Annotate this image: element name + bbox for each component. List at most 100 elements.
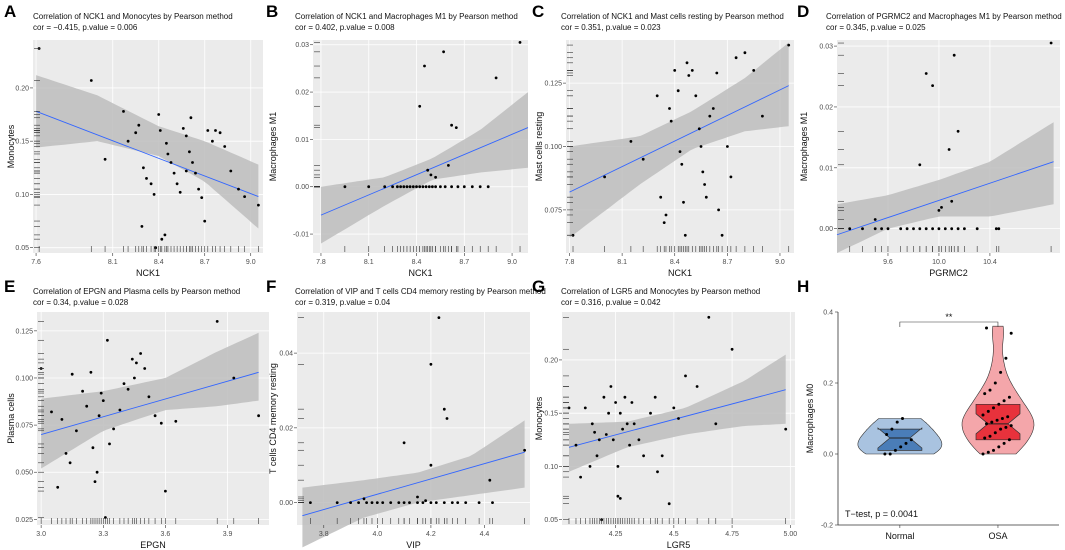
data-point: [402, 441, 406, 445]
data-point: [133, 376, 136, 380]
y-axis-label: Macrophages M0: [805, 384, 815, 454]
data-point: [983, 392, 987, 396]
data-point: [454, 126, 458, 129]
x-tick-label: 8.4: [412, 259, 422, 266]
data-point: [588, 465, 592, 468]
data-point: [434, 185, 437, 189]
data-point: [673, 69, 677, 72]
y-axis-label: Mast cells resting: [534, 112, 544, 182]
x-tick-label: 7.8: [316, 259, 326, 266]
data-point: [909, 438, 913, 442]
data-point: [175, 182, 179, 186]
data-point: [365, 501, 368, 504]
x-tick-label: 8.1: [108, 259, 118, 266]
data-point: [370, 501, 374, 504]
data-point: [999, 427, 1003, 431]
chart-subtitle: cor = 0.319, p.value = 0.04: [295, 298, 391, 307]
significance-stars: **: [945, 312, 953, 322]
data-point: [630, 401, 634, 404]
data-point: [442, 407, 446, 411]
data-point: [623, 395, 627, 399]
data-point: [1002, 441, 1006, 445]
data-point: [112, 427, 115, 431]
data-point: [593, 430, 596, 434]
data-point: [218, 131, 222, 135]
chart-title: Correlation of NCK1 and Mast cells resti…: [561, 12, 784, 21]
data-point: [656, 470, 659, 474]
data-point: [223, 145, 227, 148]
data-point: [429, 501, 433, 504]
x-tick-label: 8.7: [722, 259, 732, 266]
data-point: [632, 422, 636, 426]
x-tick-label: 3.9: [223, 531, 233, 538]
data-point: [106, 338, 109, 342]
data-point: [649, 411, 652, 415]
x-axis-label: EPGN: [140, 540, 166, 550]
y-tick-label: 0.02: [819, 104, 833, 111]
y-tick-label: 0.100: [15, 375, 33, 382]
y-axis-label: Macrophages M1: [268, 112, 278, 182]
data-point: [678, 150, 682, 154]
y-tick-label: 0.15: [544, 411, 558, 418]
data-point: [464, 501, 468, 504]
data-point: [999, 370, 1003, 374]
y-tick-label: 0.075: [544, 207, 562, 214]
panel-label: E: [4, 277, 15, 296]
y-tick-label: 0.00: [295, 184, 309, 191]
data-point: [488, 478, 492, 482]
data-point: [616, 465, 620, 468]
data-point: [956, 129, 960, 133]
chart-subtitle: cor = −0.415, p.value = 0.006: [33, 23, 138, 32]
regression-line: [302, 451, 525, 517]
data-point: [660, 454, 664, 458]
chart-title: Correlation of NCK1 and Monocytes by Pea…: [33, 12, 233, 21]
data-point: [450, 185, 453, 189]
x-tick-label: 8.1: [617, 259, 627, 266]
data-point: [707, 315, 711, 319]
data-point: [491, 501, 494, 504]
regression-line: [320, 127, 529, 216]
data-point: [181, 126, 185, 130]
data-point: [905, 227, 909, 231]
data-point: [191, 161, 194, 164]
data-point: [367, 185, 371, 189]
data-point: [616, 494, 620, 498]
data-point: [597, 438, 601, 442]
x-tick-label: 7.8: [565, 259, 575, 266]
data-point: [396, 185, 399, 189]
y-axis-label: Macrophages M1: [799, 112, 809, 182]
data-point: [659, 195, 663, 199]
data-point: [717, 208, 720, 212]
data-point: [890, 427, 894, 431]
data-point: [574, 443, 578, 447]
data-point: [335, 501, 339, 504]
data-point: [470, 185, 474, 189]
data-point: [618, 411, 622, 415]
data-point: [993, 381, 997, 385]
data-point: [142, 166, 145, 170]
data-point: [389, 501, 393, 504]
data-point: [642, 454, 645, 458]
data-point: [418, 104, 422, 108]
x-tick-label: 9.0: [775, 259, 785, 266]
data-point: [462, 185, 466, 189]
data-point: [431, 185, 434, 189]
data-point: [895, 420, 899, 424]
data-point: [1009, 331, 1013, 335]
data-point: [178, 190, 182, 194]
data-point: [137, 123, 141, 127]
data-point: [995, 418, 999, 422]
data-point: [714, 422, 718, 426]
data-point: [602, 395, 606, 399]
data-point: [901, 417, 904, 420]
y-tick-label: 0.100: [544, 144, 562, 151]
data-point: [165, 141, 168, 145]
data-point: [628, 443, 631, 447]
data-point: [1009, 424, 1013, 428]
data-point: [166, 152, 170, 156]
data-point: [194, 171, 197, 175]
data-point: [899, 227, 903, 231]
data-point: [684, 374, 687, 378]
data-point: [704, 195, 708, 199]
